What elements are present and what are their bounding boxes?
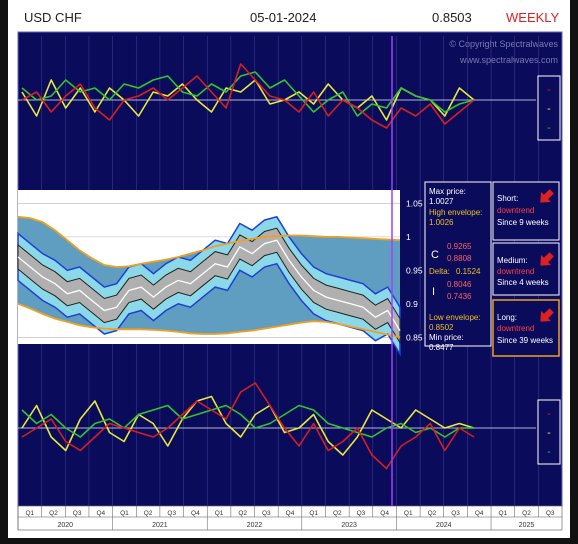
i-value-2: 0.7436 bbox=[447, 292, 472, 301]
y-tick-label: 0.85 bbox=[406, 332, 423, 342]
c-label: C bbox=[431, 249, 439, 261]
high-envelope-value: 1.0026 bbox=[429, 218, 454, 227]
top-osc-short-line bbox=[21, 79, 475, 121]
trend-medium-since: Since 4 weeks bbox=[497, 278, 549, 287]
max-price-label: Max price: bbox=[429, 187, 466, 196]
quarter-label: Q2 bbox=[238, 510, 247, 517]
quarter-label: Q3 bbox=[451, 510, 460, 517]
quarter-label: Q1 bbox=[404, 510, 413, 517]
top-oscillator-panel bbox=[18, 63, 536, 129]
bottom-oscillator-panel bbox=[18, 382, 536, 470]
trend-long-label: Long: bbox=[497, 313, 517, 322]
quarter-label: Q4 bbox=[380, 510, 389, 517]
trend-short-since: Since 9 weeks bbox=[497, 218, 549, 227]
y-tick-label: 0.9 bbox=[406, 299, 418, 309]
i-label: I bbox=[432, 286, 435, 298]
y-tick-label: 1.05 bbox=[406, 198, 423, 208]
c-value-2: 0.8808 bbox=[447, 254, 472, 263]
low-envelope-line bbox=[17, 302, 401, 339]
legend-marker-short: - bbox=[547, 103, 551, 115]
low-envelope-label: Low envelope: bbox=[429, 313, 481, 322]
copyright-text: © Copyright Spectralwaves bbox=[449, 39, 558, 49]
chart-date: 05-01-2024 bbox=[250, 10, 317, 25]
legend-marker-long: - bbox=[547, 84, 551, 96]
min-price-value: 0.8477 bbox=[429, 343, 454, 352]
quarter-label: Q1 bbox=[120, 510, 129, 517]
high-envelope-line bbox=[17, 215, 401, 268]
trend-long-box: Long: downtrend Since 39 weeks bbox=[492, 299, 560, 357]
quarter-label: Q3 bbox=[357, 510, 366, 517]
y-tick-label: 0.95 bbox=[406, 265, 423, 275]
bottom-osc-short-line bbox=[21, 395, 475, 456]
trend-long-status: downtrend bbox=[497, 324, 534, 333]
c-value-1: 0.9265 bbox=[447, 242, 472, 251]
trend-medium-box: Medium: downtrend Since 4 weeks bbox=[492, 242, 560, 296]
legend-marker-medium-bottom: - bbox=[547, 446, 551, 458]
arrow-down-right-icon bbox=[540, 189, 554, 203]
quarter-label: Q4 bbox=[191, 510, 200, 517]
quarter-label: Q1 bbox=[309, 510, 318, 517]
top-legend: - - - bbox=[537, 75, 561, 141]
min-price-label: Min price: bbox=[429, 333, 464, 342]
year-label: 2021 bbox=[152, 522, 168, 529]
x-axis: Q1 Q2 Q3 Q4 Q1 Q2 Q3 Q4 Q1 Q2 Q3 Q4 Q1 Q2 Q3 Q4 Q1 Q2 Q3 Q4… bbox=[17, 506, 562, 530]
trend-short-box: Short: downtrend Since 9 weeks bbox=[492, 181, 560, 241]
quarter-label: Q4 bbox=[475, 510, 484, 517]
quarter-label: Q3 bbox=[262, 510, 271, 517]
quarter-label: Q2 bbox=[333, 510, 342, 517]
trend-medium-label: Medium: bbox=[497, 256, 528, 265]
price-line bbox=[17, 239, 401, 331]
quarter-label: Q1 bbox=[25, 510, 34, 517]
arrow-down-right-icon bbox=[540, 308, 554, 322]
period-label: WEEKLY bbox=[506, 10, 560, 25]
top-osc-long-line bbox=[21, 63, 475, 129]
legend-marker-long-bottom: - bbox=[547, 408, 551, 420]
current-price: 0.8503 bbox=[432, 10, 472, 25]
trend-short-status: downtrend bbox=[497, 206, 534, 215]
high-envelope-label: High envelope: bbox=[429, 208, 482, 217]
quarter-label: Q3 bbox=[73, 510, 82, 517]
quarter-label: Q4 bbox=[96, 510, 105, 517]
y-tick-label: 1 bbox=[406, 232, 411, 242]
quarter-label: Q2 bbox=[49, 510, 58, 517]
quarter-label: Q3 bbox=[546, 510, 555, 517]
arrow-down-right-icon bbox=[540, 252, 554, 266]
year-label: 2020 bbox=[58, 522, 74, 529]
bottom-osc-long-line bbox=[21, 382, 475, 470]
year-label: 2024 bbox=[436, 522, 452, 529]
year-label: 2022 bbox=[247, 522, 263, 529]
low-envelope-value: 0.8502 bbox=[429, 323, 454, 332]
delta-value: 0.1524 bbox=[456, 267, 481, 276]
price-info-box: Max price: 1.0027 High envelope: 1.0026 … bbox=[424, 181, 492, 352]
year-label: 2023 bbox=[341, 522, 357, 529]
spectralwaves-chart: USD CHF 05-01-2024 0.8503 WEEKLY © Copyr… bbox=[17, 10, 563, 531]
trend-long-since: Since 39 weeks bbox=[497, 336, 553, 345]
i-value-1: 0.8046 bbox=[447, 280, 472, 289]
quarter-label: Q2 bbox=[144, 510, 153, 517]
quarter-label: Q1 bbox=[499, 510, 508, 517]
legend-marker-medium: - bbox=[547, 122, 551, 134]
top-osc-medium-line bbox=[21, 71, 475, 117]
quarter-label: Q1 bbox=[215, 510, 224, 517]
quarter-label: Q2 bbox=[428, 510, 437, 517]
year-label: 2025 bbox=[519, 522, 535, 529]
max-price-value: 1.0027 bbox=[429, 197, 454, 206]
x-axis-background bbox=[17, 505, 563, 531]
trend-medium-status: downtrend bbox=[497, 267, 534, 276]
inner-price-band bbox=[17, 227, 401, 345]
bottom-osc-medium-line bbox=[21, 404, 474, 438]
delta-label: Delta: bbox=[429, 267, 450, 276]
bottom-legend: - - - bbox=[537, 399, 561, 465]
pair-title: USD CHF bbox=[24, 10, 82, 25]
trend-short-label: Short: bbox=[497, 194, 518, 203]
legend-marker-short-bottom: - bbox=[547, 427, 551, 439]
quarter-label: Q4 bbox=[286, 510, 295, 517]
copyright-url: www.spectralwaves.com bbox=[459, 55, 558, 65]
quarter-label: Q3 bbox=[167, 510, 176, 517]
quarter-label: Q2 bbox=[522, 510, 531, 517]
price-envelope-panel: 1.05 1 0.95 0.9 0.85 bbox=[17, 190, 423, 357]
